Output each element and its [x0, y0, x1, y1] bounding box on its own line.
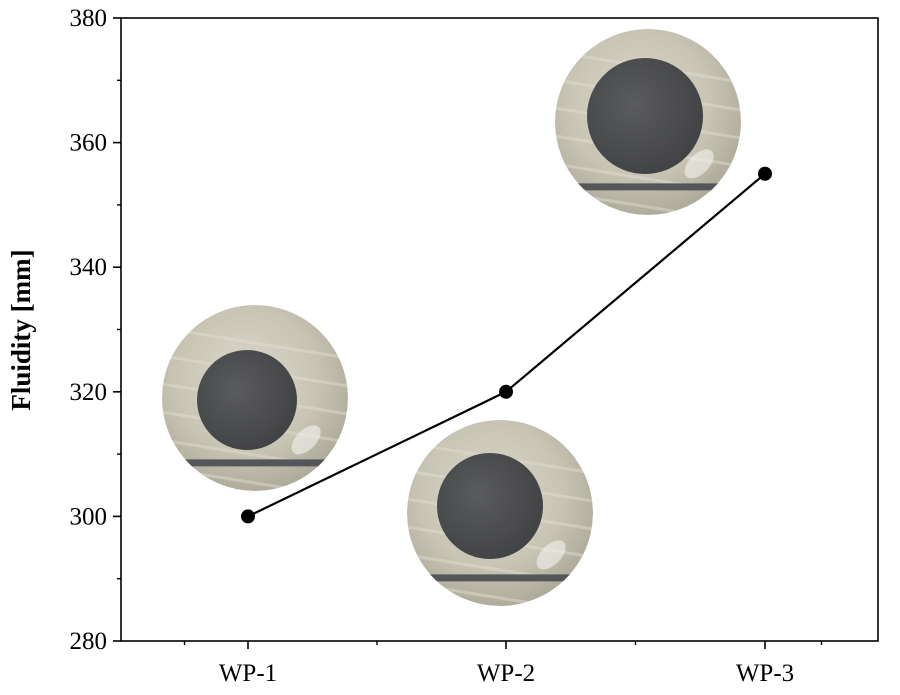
glare — [536, 540, 566, 570]
data-point-wp-2 — [499, 384, 513, 399]
paste-spread — [437, 453, 543, 559]
y-tick-label: 340 — [70, 254, 108, 281]
photo-inset-1 — [162, 305, 348, 491]
paste-spread — [197, 350, 297, 450]
y-tick-label: 360 — [70, 130, 108, 157]
ruler-strip — [162, 459, 348, 467]
plate-streak — [162, 326, 348, 360]
series-line — [241, 166, 772, 524]
photo-inset-3 — [555, 29, 741, 215]
photo-inset-2 — [407, 420, 593, 606]
y-tick-label: 380 — [70, 5, 108, 32]
y-axis: 280 300 320 340 360 380 — [70, 5, 121, 655]
glare — [684, 149, 714, 179]
x-tick-label: WP-2 — [477, 660, 535, 687]
data-point-wp-3 — [758, 166, 772, 181]
y-tick-label: 320 — [70, 379, 108, 406]
x-tick-label: WP-1 — [219, 660, 277, 687]
y-tick-label: 300 — [70, 503, 108, 530]
paste-spread — [587, 58, 703, 174]
photo-insets — [162, 29, 741, 606]
glare — [291, 425, 321, 455]
y-tick-label: 280 — [70, 628, 108, 655]
ruler-strip — [407, 574, 593, 582]
x-tick-label: WP-3 — [736, 660, 794, 687]
y-axis-title: Fluidity [mm] — [6, 249, 36, 410]
ruler-strip — [555, 183, 741, 191]
x-axis: WP-1 WP-2 WP-3 — [183, 641, 823, 687]
data-point-wp-1 — [241, 509, 255, 524]
